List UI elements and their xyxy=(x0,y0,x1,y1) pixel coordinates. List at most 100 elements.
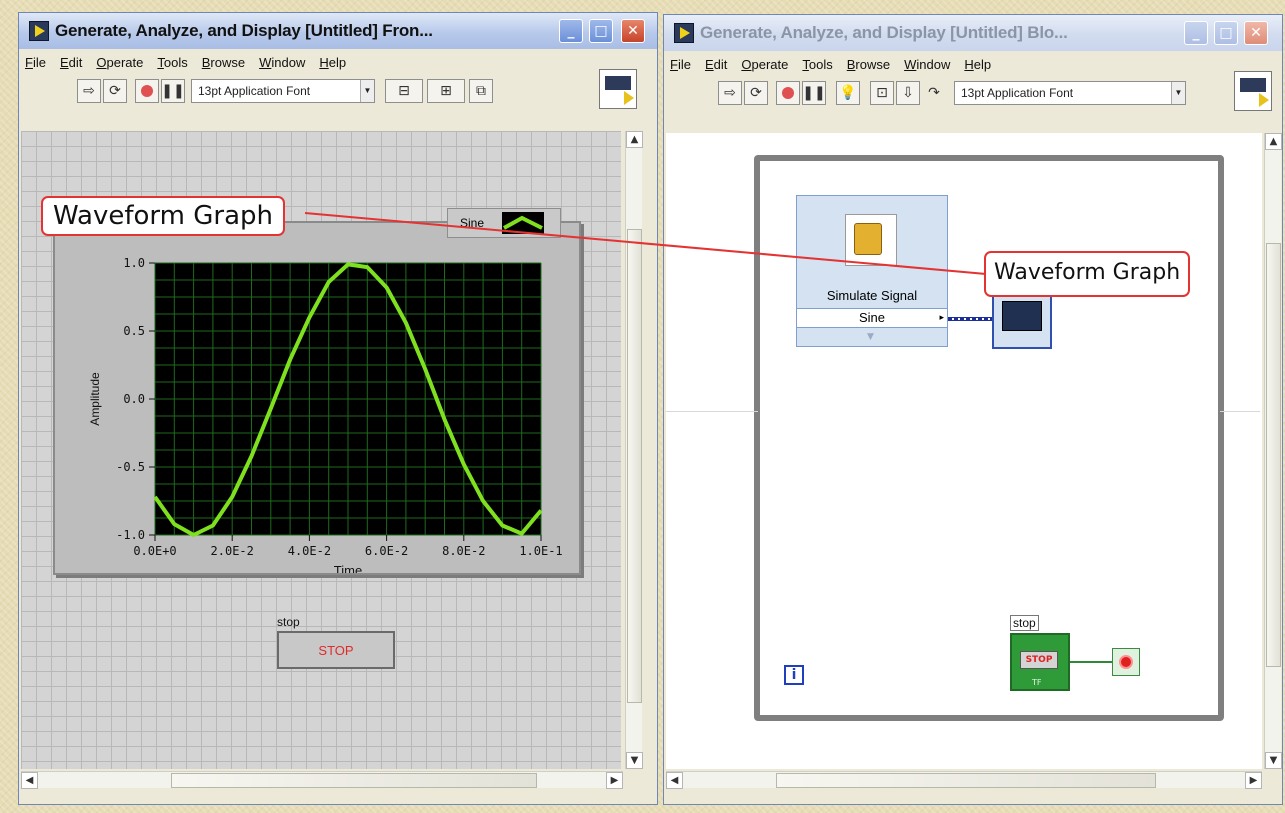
distribute-objects-icon[interactable]: ⊞ xyxy=(427,79,465,103)
block-diagram-titlebar[interactable]: Generate, Analyze, and Display [Untitled… xyxy=(664,15,1282,51)
abort-icon[interactable] xyxy=(135,79,159,103)
block-diagram-menubar: File Edit Operate Tools Browse Window He… xyxy=(664,51,1282,77)
waveform-graph-panel[interactable]: 1.0 0.5 0.0 -0.5 -1.0 0.0E+0 2.0E-2 4.0E-2 6.0E-… xyxy=(53,221,581,575)
loop-condition-terminal[interactable] xyxy=(1112,648,1140,676)
horizontal-scroll-thumb[interactable] xyxy=(171,773,537,788)
minimize-button[interactable]: _ xyxy=(1184,21,1208,45)
x-axis-label: Time xyxy=(334,563,362,573)
while-loop[interactable] xyxy=(754,155,1224,721)
block-diagram-canvas[interactable]: Simulate Signal Sine ▸ ▼ stop STOP TF i xyxy=(666,133,1262,769)
stop-terminal-button: STOP xyxy=(1020,651,1058,669)
simulate-signal-output-label: Sine xyxy=(858,310,886,325)
close-button[interactable]: ✕ xyxy=(621,19,645,43)
vertical-scrollbar[interactable]: ▲ ▼ xyxy=(1264,133,1282,769)
vi-icon[interactable] xyxy=(599,69,637,109)
menu-edit[interactable]: Edit xyxy=(704,56,728,72)
scroll-down-icon[interactable]: ▼ xyxy=(1265,752,1282,769)
run-continuously-icon[interactable]: ⟳ xyxy=(103,79,127,103)
horizontal-scrollbar[interactable]: ◀ ▶ xyxy=(666,771,1262,789)
y-axis-label: Amplitude xyxy=(88,372,102,426)
menu-help[interactable]: Help xyxy=(319,54,347,70)
font-dropdown[interactable]: 13pt Application Font ▼ xyxy=(954,81,1186,105)
menu-file[interactable]: File xyxy=(670,56,691,72)
run-arrow-icon[interactable]: ⇨ xyxy=(77,79,101,103)
y-tick-label: 1.0 xyxy=(123,256,145,270)
retain-wire-values-icon[interactable]: ⊡ xyxy=(870,81,894,105)
menu-browse[interactable]: Browse xyxy=(846,56,891,72)
horizontal-scrollbar[interactable]: ◀ ▶ xyxy=(21,771,623,789)
callout-waveform-graph-front: Waveform Graph xyxy=(41,196,285,236)
waveform-graph-terminal[interactable] xyxy=(992,291,1052,349)
font-dropdown-value: 13pt Application Font xyxy=(961,86,1074,100)
x-tick-label: 8.0E-2 xyxy=(442,544,485,558)
simulate-signal-output[interactable]: Sine ▸ xyxy=(797,308,947,328)
iteration-terminal: i xyxy=(784,665,804,685)
highlight-execution-icon[interactable]: 💡 xyxy=(836,81,860,105)
y-tick-label: -0.5 xyxy=(116,460,145,474)
labview-app-icon xyxy=(674,23,694,43)
menu-window[interactable]: Window xyxy=(259,54,306,70)
run-arrow-icon[interactable]: ⇨ xyxy=(718,81,742,105)
x-tick-label: 4.0E-2 xyxy=(288,544,331,558)
legend-label: Sine xyxy=(460,216,485,230)
vertical-scrollbar[interactable]: ▲ ▼ xyxy=(625,131,643,769)
pause-icon[interactable]: ❚❚ xyxy=(161,79,185,103)
close-button[interactable]: ✕ xyxy=(1244,21,1268,45)
step-into-icon[interactable]: ⇩ xyxy=(896,81,920,105)
run-continuously-icon[interactable]: ⟳ xyxy=(744,81,768,105)
font-dropdown[interactable]: 13pt Application Font ▼ xyxy=(191,79,375,103)
scroll-up-icon[interactable]: ▲ xyxy=(626,131,643,148)
menu-operate[interactable]: Operate xyxy=(741,56,789,72)
waveform-graph[interactable]: 1.0 0.5 0.0 -0.5 -1.0 0.0E+0 2.0E-2 4.0E-2 6.0E-… xyxy=(55,223,579,573)
window-title: Generate, Analyze, and Display [Untitled… xyxy=(700,23,1068,42)
maximize-button[interactable]: □ xyxy=(589,19,613,43)
pause-icon[interactable]: ❚❚ xyxy=(802,81,826,105)
menu-window[interactable]: Window xyxy=(904,56,951,72)
menu-tools[interactable]: Tools xyxy=(157,54,188,70)
horizontal-scroll-thumb[interactable] xyxy=(776,773,1156,788)
front-panel-toolbar: ⇨ ⟳ ❚❚ 13pt Application Font ▼ ⊟ ⊞ ⧉ xyxy=(19,75,657,109)
loop-divider xyxy=(1220,411,1260,412)
dynamic-data-wire[interactable] xyxy=(948,317,992,321)
vi-icon[interactable] xyxy=(1234,71,1272,111)
stop-if-true-icon xyxy=(1119,655,1133,669)
scroll-up-icon[interactable]: ▲ xyxy=(1265,133,1282,150)
graph-ticks: 1.0 0.5 0.0 -0.5 -1.0 0.0E+0 2.0E-2 4.0E-2 6.0E-… xyxy=(116,256,563,558)
align-objects-icon[interactable]: ⊟ xyxy=(385,79,423,103)
output-arrow-icon: ▸ xyxy=(939,313,944,323)
scroll-right-icon[interactable]: ▶ xyxy=(606,772,623,789)
menu-operate[interactable]: Operate xyxy=(96,54,144,70)
menu-help[interactable]: Help xyxy=(964,56,992,72)
simulate-signal-glyph xyxy=(854,223,882,255)
menu-tools[interactable]: Tools xyxy=(802,56,833,72)
x-tick-label: 1.0E-1 xyxy=(519,544,562,558)
simulate-signal-title: Simulate Signal xyxy=(826,288,918,303)
stop-button-text: STOP xyxy=(318,642,354,658)
minimize-button[interactable]: _ xyxy=(559,19,583,43)
stop-terminal[interactable]: STOP TF xyxy=(1010,633,1070,691)
maximize-button[interactable]: □ xyxy=(1214,21,1238,45)
iteration-terminal-label: i xyxy=(791,667,797,683)
scroll-left-icon[interactable]: ◀ xyxy=(666,772,683,789)
chevron-down-icon: ▼ xyxy=(360,80,374,102)
reorder-icon[interactable]: ⧉ xyxy=(469,79,493,103)
step-over-icon[interactable]: ↷ xyxy=(928,85,940,101)
scroll-down-icon[interactable]: ▼ xyxy=(626,752,643,769)
scroll-right-icon[interactable]: ▶ xyxy=(1245,772,1262,789)
menu-edit[interactable]: Edit xyxy=(59,54,83,70)
legend-swatch xyxy=(502,212,545,234)
plot-legend[interactable]: Sine xyxy=(447,208,561,238)
front-panel-menubar: File Edit Operate Tools Browse Window He… xyxy=(19,49,657,75)
x-tick-label: 2.0E-2 xyxy=(211,544,254,558)
stop-button[interactable]: STOP xyxy=(277,631,395,669)
y-tick-label: 0.0 xyxy=(123,392,145,406)
menu-file[interactable]: File xyxy=(25,54,46,70)
simulate-signal-vi[interactable]: Simulate Signal Sine ▸ ▼ xyxy=(796,195,948,347)
scroll-left-icon[interactable]: ◀ xyxy=(21,772,38,789)
boolean-wire[interactable] xyxy=(1070,661,1112,663)
front-panel-titlebar[interactable]: Generate, Analyze, and Display [Untitled… xyxy=(19,13,657,49)
abort-icon[interactable] xyxy=(776,81,800,105)
menu-browse[interactable]: Browse xyxy=(201,54,246,70)
vertical-scroll-thumb[interactable] xyxy=(1266,243,1281,667)
vertical-scroll-thumb[interactable] xyxy=(627,229,642,703)
